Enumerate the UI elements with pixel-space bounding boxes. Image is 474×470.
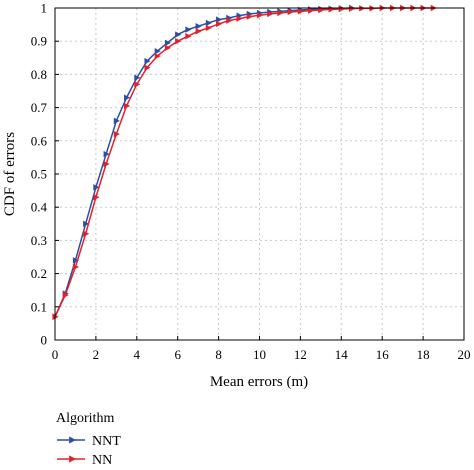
x-tick-label: 4	[134, 347, 141, 362]
data-point-marker	[246, 13, 253, 20]
legend-swatch-marker	[69, 455, 76, 463]
data-point-marker	[164, 44, 171, 52]
data-point-marker	[124, 102, 131, 110]
data-point-marker	[308, 7, 315, 14]
data-point-marker	[134, 81, 141, 88]
legend-label: NN	[92, 453, 112, 468]
y-tick-label: 0.3	[31, 233, 47, 248]
x-tick-label: 6	[174, 347, 181, 362]
data-point-marker	[113, 117, 120, 125]
data-point-marker	[144, 57, 151, 65]
y-tick-label: 0.1	[31, 299, 47, 314]
data-point-marker	[185, 26, 192, 33]
legend-item-nn: NN	[57, 453, 112, 468]
data-point-marker	[216, 16, 223, 23]
y-tick-label: 0.2	[31, 266, 47, 281]
data-point-marker	[175, 31, 182, 38]
data-point-marker	[62, 291, 69, 299]
data-point-marker	[83, 230, 90, 237]
data-point-marker	[338, 5, 345, 13]
data-point-marker	[297, 8, 304, 15]
data-point-marker	[256, 12, 264, 19]
x-tick-label: 2	[93, 347, 100, 362]
data-point-marker	[236, 15, 243, 22]
data-point-marker	[287, 8, 294, 16]
data-point-marker	[205, 19, 212, 27]
legend-label: NNT	[92, 434, 121, 449]
data-point-marker	[83, 220, 90, 227]
data-point-marker	[195, 23, 202, 30]
data-point-marker	[348, 5, 356, 12]
y-tick-label: 0.5	[31, 167, 47, 182]
y-tick-label: 1	[41, 1, 48, 16]
y-tick-label: 0	[41, 333, 48, 348]
data-point-marker	[277, 9, 284, 17]
data-point-marker	[93, 194, 100, 201]
data-point-marker	[205, 24, 212, 32]
y-axis-title: CDF of errors	[2, 132, 18, 216]
data-point-marker	[144, 64, 151, 71]
data-point-marker	[195, 28, 202, 35]
data-point-marker	[267, 10, 274, 18]
data-point-marker	[134, 74, 141, 81]
y-tick-label: 0.9	[31, 34, 47, 49]
data-point-marker	[103, 150, 110, 158]
x-tick-label: 14	[335, 347, 349, 362]
x-axis-ticks: 0 2 4 6 8 10 12 14 16 18 20	[52, 336, 471, 362]
data-point-marker	[185, 33, 192, 40]
x-tick-label: 12	[294, 347, 307, 362]
data-point-marker	[164, 39, 171, 47]
x-tick-label: 20	[458, 347, 471, 362]
x-axis-title: Mean errors (m)	[210, 374, 308, 390]
y-tick-label: 0.4	[31, 200, 48, 215]
y-axis-ticks: 0 0.1 0.2 0.3 0.4 0.5 0.6 0.7 0.8 0.9 1	[31, 1, 59, 348]
legend-title: Algorithm	[56, 411, 114, 426]
legend: Algorithm NNT NN	[56, 411, 121, 468]
data-point-marker	[226, 17, 233, 24]
y-tick-label: 0.8	[31, 67, 47, 82]
legend-swatch-marker	[69, 436, 76, 444]
data-point-marker	[113, 130, 120, 138]
x-tick-label: 8	[215, 347, 222, 362]
x-tick-label: 10	[253, 347, 266, 362]
grid	[55, 8, 464, 340]
legend-item-nnt: NNT	[57, 434, 121, 449]
y-tick-label: 0.6	[31, 133, 48, 148]
x-tick-label: 0	[52, 347, 59, 362]
data-point-marker	[216, 20, 223, 28]
data-point-marker	[124, 94, 131, 101]
data-point-marker	[154, 52, 161, 60]
data-point-marker	[93, 184, 100, 191]
data-point-marker	[175, 38, 182, 45]
x-tick-label: 16	[376, 347, 390, 362]
y-tick-label: 0.7	[31, 100, 48, 115]
data-point-marker	[72, 263, 79, 271]
data-point-marker	[154, 47, 161, 55]
data-point-marker	[103, 160, 110, 168]
x-tick-label: 18	[417, 347, 430, 362]
data-point-marker	[72, 257, 79, 264]
